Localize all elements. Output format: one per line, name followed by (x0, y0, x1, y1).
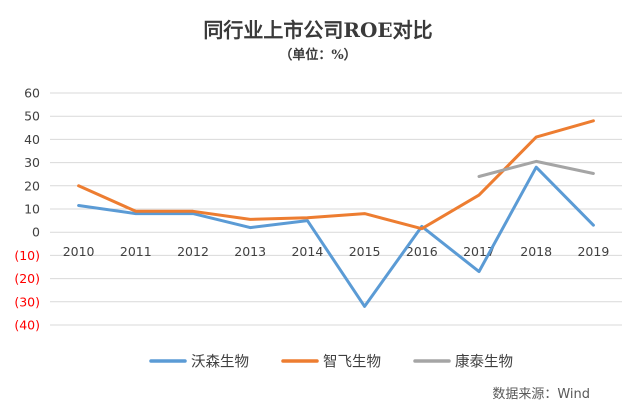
x-tick-label: 2012 (177, 244, 209, 259)
y-tick-label: 30 (24, 155, 40, 170)
y-axis-ticks: 60 50 40 30 20 10 0 (10) (20) (30) (40) (14, 86, 40, 333)
source-note: 数据来源：Wind (492, 387, 590, 402)
gridlines (50, 92, 622, 326)
y-tick-label: (30) (14, 294, 40, 309)
chart-title: 同行业上市公司ROE对比 (203, 18, 433, 42)
y-tick-label: (40) (14, 318, 40, 333)
series-lines (77, 119, 595, 308)
series-line-3 (477, 159, 595, 178)
y-tick-label: (20) (14, 271, 40, 286)
legend-label: 沃森生物 (191, 354, 249, 371)
y-tick-label: 20 (24, 178, 40, 193)
series-line-2 (77, 119, 595, 231)
x-tick-label: 2014 (291, 244, 323, 259)
y-tick-label: 0 (32, 225, 40, 240)
y-tick-label: 50 (24, 109, 40, 124)
y-tick-label: (10) (14, 248, 40, 263)
legend-label: 康泰生物 (455, 354, 513, 371)
x-tick-label: 2015 (349, 244, 381, 259)
x-axis-ticks: 2010 2011 2012 2013 2014 2015 2016 2017 2018 2019 (63, 244, 610, 259)
y-tick-label: 10 (24, 202, 40, 217)
chart-subtitle: （单位：%） (279, 48, 357, 63)
series-line-1 (77, 165, 595, 308)
x-tick-label: 2013 (234, 244, 266, 259)
y-tick-label: 60 (24, 86, 40, 101)
x-tick-label: 2018 (520, 244, 552, 259)
legend-label: 智飞生物 (323, 354, 381, 371)
x-tick-label: 2016 (406, 244, 438, 259)
x-tick-label: 2010 (63, 244, 95, 259)
y-tick-label: 40 (24, 132, 40, 147)
legend: 沃森生物 智飞生物 康泰生物 (149, 354, 513, 371)
x-tick-label: 2019 (577, 244, 609, 259)
x-tick-label: 2011 (120, 244, 152, 259)
